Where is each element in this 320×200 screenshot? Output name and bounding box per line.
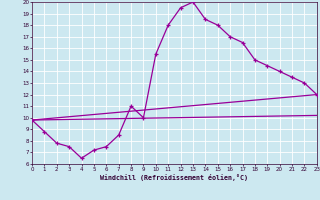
X-axis label: Windchill (Refroidissement éolien,°C): Windchill (Refroidissement éolien,°C) [100,174,248,181]
